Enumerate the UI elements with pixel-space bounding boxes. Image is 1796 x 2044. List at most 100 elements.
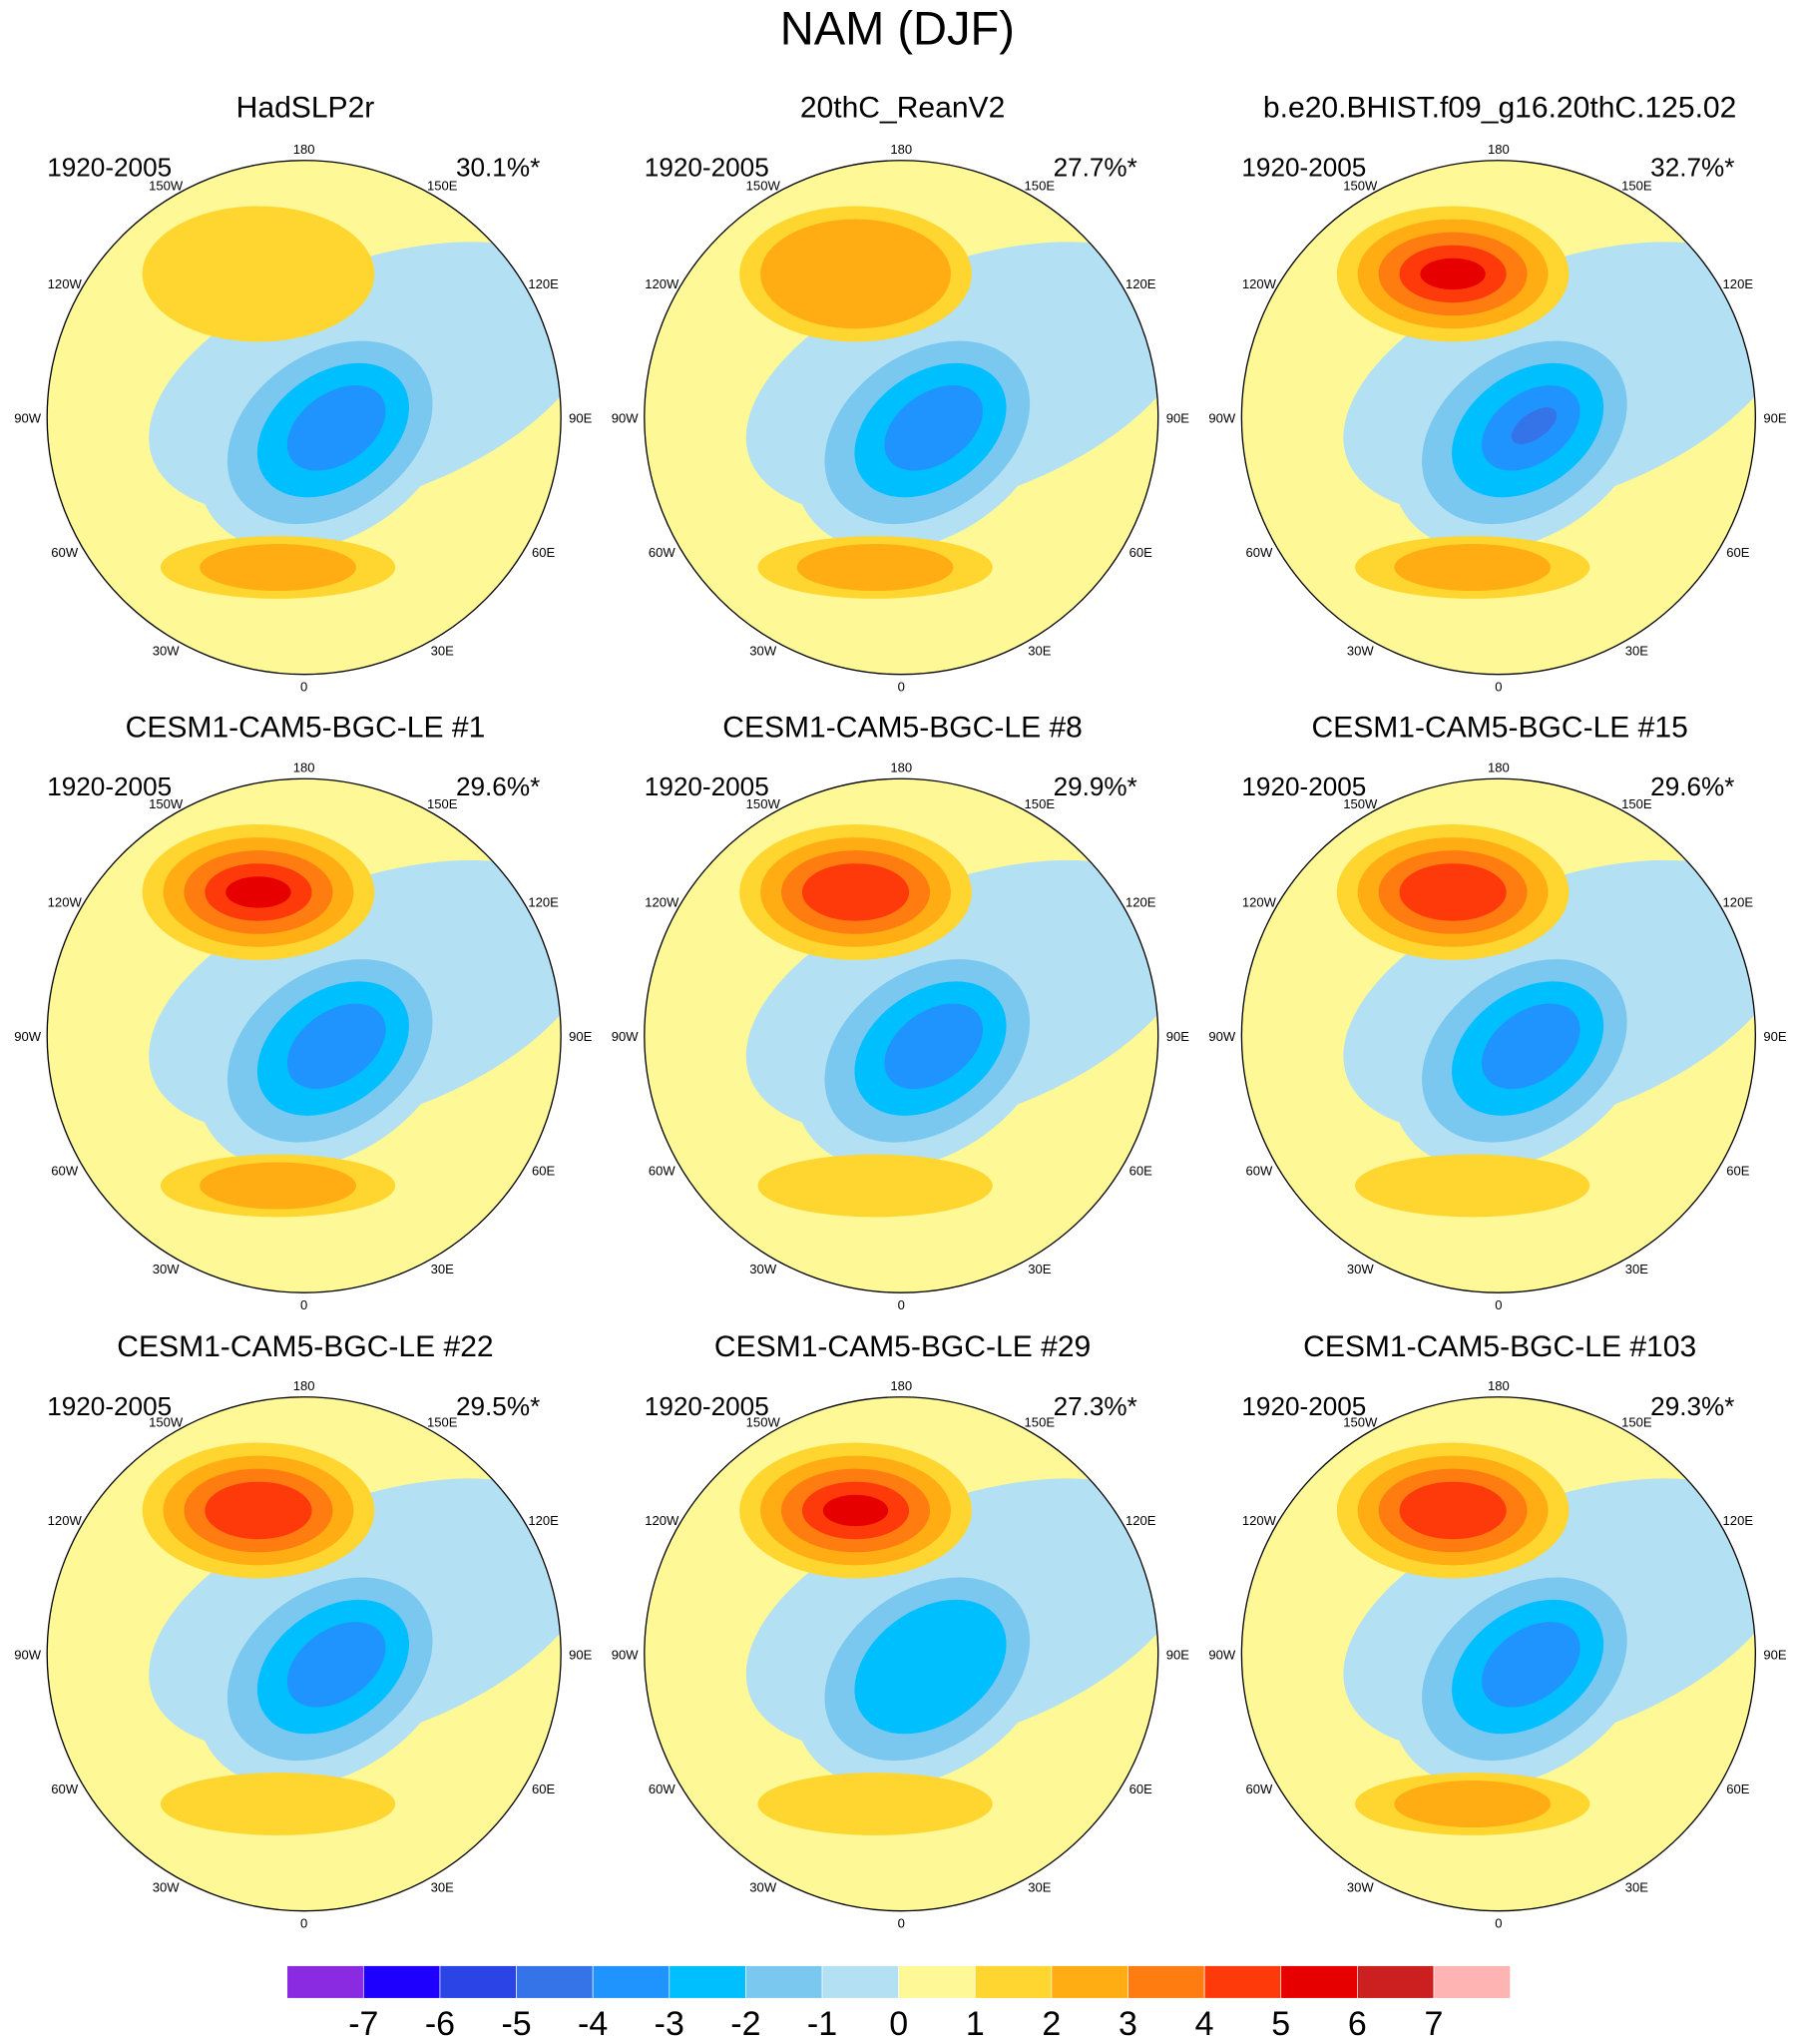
longitude-label: 30W <box>153 644 181 659</box>
panel-title: CESM1-CAM5-BGC-LE #1 <box>126 711 486 744</box>
colorbar-swatch <box>1357 1965 1435 1999</box>
longitude-label: 120W <box>1242 894 1277 909</box>
field-contour <box>205 1481 312 1540</box>
longitude-label: 150E <box>427 1414 458 1429</box>
longitude-label: 90E <box>1166 1647 1190 1662</box>
longitude-label: 60W <box>1245 1782 1273 1796</box>
longitude-label: 120W <box>645 894 679 909</box>
longitude-label: 180 <box>293 142 315 157</box>
colorbar-swatch <box>669 1965 746 1999</box>
panel-variance: 29.9%* <box>1054 771 1137 801</box>
panel-variance: 32.7%* <box>1650 152 1734 182</box>
longitude-label: 150W <box>1343 1414 1378 1429</box>
longitude-label: 90E <box>1763 1029 1787 1044</box>
colorbar-label: 1 <box>966 2005 985 2043</box>
longitude-label: 60E <box>1129 545 1153 560</box>
map-border <box>46 777 562 1293</box>
panel-title: CESM1-CAM5-BGC-LE #22 <box>117 1330 493 1363</box>
colorbar-label: -3 <box>655 2005 684 2043</box>
longitude-label: 30E <box>1028 1880 1052 1895</box>
panel-period: 1920-2005 <box>1241 152 1366 182</box>
longitude-label: 60E <box>1129 1782 1153 1796</box>
longitude-label: 90W <box>14 1029 42 1044</box>
longitude-label: 120W <box>48 276 83 291</box>
colorbar-label: 2 <box>1042 2005 1061 2043</box>
longitude-label: 0 <box>1495 1297 1502 1312</box>
panel-variance: 29.5%* <box>456 1391 540 1421</box>
longitude-label: 150E <box>1621 796 1652 811</box>
panel-title: CESM1-CAM5-BGC-LE #8 <box>722 711 1083 744</box>
longitude-label: 30W <box>153 1262 181 1277</box>
longitude-label: 150E <box>1025 1414 1056 1429</box>
longitude-label: 150W <box>746 178 781 193</box>
longitude-label: 0 <box>1495 680 1502 695</box>
longitude-label: 90E <box>1763 410 1787 425</box>
longitude-label: 90W <box>612 1647 640 1662</box>
map-border <box>644 777 1159 1293</box>
colorbar-swatch <box>362 1965 441 1999</box>
colorbar-label: 6 <box>1348 2005 1367 2043</box>
longitude-label: 180 <box>1488 1378 1510 1393</box>
longitude-label: 150E <box>427 178 458 193</box>
longitude-label: 150W <box>1343 178 1378 193</box>
longitude-label: 0 <box>300 1297 307 1312</box>
panel-title: CESM1-CAM5-BGC-LE #29 <box>714 1330 1091 1363</box>
panel-period: 1920-2005 <box>645 152 769 182</box>
longitude-label: 30W <box>1347 1880 1375 1895</box>
field-contour <box>1511 407 1558 445</box>
longitude-label: 30E <box>431 1262 455 1277</box>
colorbar-swatch <box>286 1965 364 1999</box>
longitude-label: 120W <box>645 276 679 291</box>
panel-variance: 27.3%* <box>1054 1391 1137 1421</box>
longitude-label: 30W <box>153 1880 181 1895</box>
field-contour <box>1481 1003 1580 1090</box>
longitude-label: 30E <box>431 644 455 659</box>
panel-period: 1920-2005 <box>1241 1391 1366 1421</box>
longitude-label: 150W <box>149 1414 184 1429</box>
panel-title: CESM1-CAM5-BGC-LE #103 <box>1303 1330 1696 1363</box>
colorbar-swatch <box>1203 1965 1282 1999</box>
panel-variance: 29.6%* <box>456 771 540 801</box>
longitude-label: 120E <box>1125 1513 1156 1528</box>
panel-title: HadSLP2r <box>236 92 375 125</box>
longitude-label: 30E <box>1028 1262 1052 1277</box>
field-contour <box>225 876 291 908</box>
colorbar-label: -5 <box>501 2005 531 2043</box>
field-contour <box>200 544 356 592</box>
panel-variance: 29.3%* <box>1650 1391 1734 1421</box>
longitude-label: 60W <box>51 1782 79 1796</box>
map <box>1241 160 1756 675</box>
map-border <box>1240 777 1756 1293</box>
longitude-label: 0 <box>898 1297 905 1312</box>
longitude-label: 60W <box>1245 1164 1273 1179</box>
longitude-label: 30W <box>749 1880 777 1895</box>
field-contour <box>1394 544 1552 592</box>
longitude-label: 150E <box>427 796 458 811</box>
panel-title: 20thC_ReanV2 <box>800 92 1005 125</box>
longitude-label: 90E <box>569 410 593 425</box>
map-border <box>46 160 562 676</box>
longitude-label: 90W <box>612 410 640 425</box>
longitude-label: 120E <box>528 276 559 291</box>
longitude-label: 90W <box>1208 1647 1236 1662</box>
panel-variance: 27.7%* <box>1054 152 1137 182</box>
longitude-label: 60W <box>649 1782 676 1796</box>
colorbar-label: 0 <box>889 2005 908 2043</box>
longitude-label: 30E <box>1625 1880 1649 1895</box>
longitude-label: 60E <box>532 545 556 560</box>
colorbar-swatch <box>898 1965 976 1999</box>
colorbar-swatch <box>592 1965 671 1999</box>
colorbar-label: -2 <box>730 2005 760 2043</box>
longitude-label: 30W <box>1347 644 1375 659</box>
field-contour <box>286 385 386 471</box>
map-border <box>1240 160 1756 676</box>
longitude-label: 150W <box>746 796 781 811</box>
longitude-label: 180 <box>1488 761 1510 775</box>
longitude-label: 30E <box>431 1880 455 1895</box>
field-contour <box>801 863 910 921</box>
field-contour <box>1355 1154 1590 1218</box>
map-border <box>46 1396 562 1912</box>
colorbar-label: 7 <box>1425 2005 1444 2043</box>
map-border <box>644 1396 1159 1912</box>
